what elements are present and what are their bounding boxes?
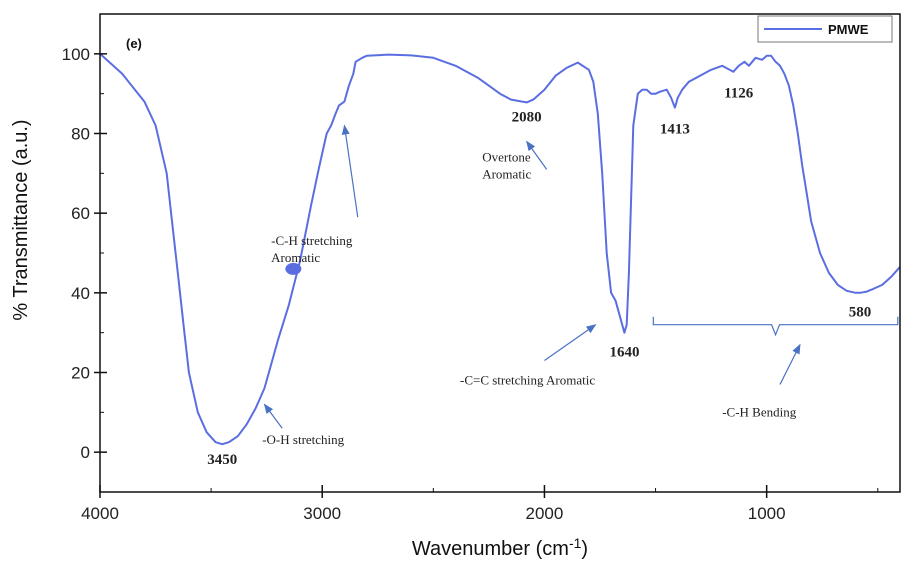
annotation-arrow bbox=[779, 343, 801, 385]
x-tick-label: 1000 bbox=[748, 504, 786, 523]
y-tick-label: 20 bbox=[71, 364, 90, 383]
x-axis-title-sup: -1 bbox=[569, 535, 582, 551]
x-axis-title-close: ) bbox=[581, 538, 588, 560]
annotation-text: -C=C stretching Aromatic bbox=[460, 372, 595, 387]
x-tick-label: 2000 bbox=[526, 504, 564, 523]
peak-label-1640: 1640 bbox=[609, 345, 639, 361]
data-marker-point bbox=[285, 262, 302, 275]
peak-label-3450: 3450 bbox=[207, 452, 237, 468]
y-tick-label: 80 bbox=[71, 125, 90, 144]
annotation-text: -O-H stretching bbox=[262, 432, 344, 447]
axes: 0 20 40 60 80 100 4000 3000 2000 1000 bbox=[62, 13, 901, 523]
annotation-text: Aromatic bbox=[271, 250, 320, 265]
annotation-1: -O-H stretching bbox=[262, 403, 345, 447]
peak-label-580: 580 bbox=[849, 305, 872, 321]
plot-area bbox=[99, 53, 901, 446]
annotation-text: -C-H stretching bbox=[271, 233, 353, 248]
annotation-text: Overtone bbox=[482, 149, 531, 164]
annotation-arrow bbox=[263, 403, 283, 429]
plot-frame bbox=[99, 13, 901, 493]
y-tick-label: 100 bbox=[62, 45, 90, 64]
peak-label-1413: 1413 bbox=[660, 122, 690, 138]
annotation-arrow bbox=[341, 124, 359, 218]
annotation-5: -C-H Bending bbox=[722, 343, 801, 419]
series-line-pmwe bbox=[99, 53, 901, 446]
x-axis-title-main: Wavenumber (cm bbox=[412, 538, 569, 560]
annotation-4: -C=C stretching Aromatic bbox=[460, 324, 597, 387]
y-tick-label: 60 bbox=[71, 204, 90, 223]
annotation-3: Overtone Aromatic bbox=[482, 140, 548, 181]
y-tick-label: 0 bbox=[81, 443, 90, 462]
bending-bracket bbox=[652, 316, 899, 337]
panel-label: (e) bbox=[126, 36, 142, 51]
annotations: 3450 2080 1640 1413 1126 580 -O-H stretching -C… bbox=[207, 86, 899, 468]
y-tick-label: 40 bbox=[71, 284, 90, 303]
annotation-2: -C-H stretching Aromatic bbox=[271, 124, 359, 265]
peak-label-2080: 2080 bbox=[512, 110, 542, 126]
annotation-text: -C-H Bending bbox=[722, 404, 797, 419]
x-tick-label: 4000 bbox=[81, 504, 119, 523]
legend: PMWE bbox=[757, 15, 893, 43]
annotation-arrow bbox=[526, 140, 548, 170]
x-tick-label: 3000 bbox=[303, 504, 341, 523]
peak-label-1126: 1126 bbox=[724, 86, 754, 102]
annotation-arrow bbox=[544, 324, 597, 362]
annotation-text: Aromatic bbox=[482, 166, 531, 181]
legend-label: PMWE bbox=[828, 22, 869, 37]
x-axis-title: Wavenumber (cm-1) bbox=[412, 535, 588, 560]
y-axis-title: % Transmittance (a.u.) bbox=[10, 119, 32, 320]
